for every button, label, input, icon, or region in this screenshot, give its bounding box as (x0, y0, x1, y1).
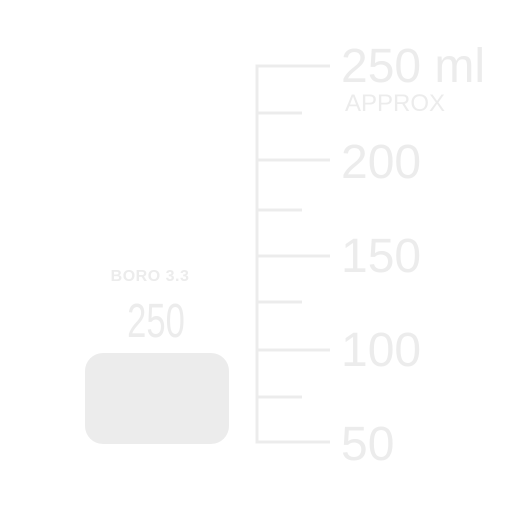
scale-label-100: 100 (341, 324, 421, 377)
scale-label-200: 200 (341, 136, 421, 189)
scale-label-50: 50 (341, 418, 394, 471)
scale-label-150: 150 (341, 230, 421, 283)
scale-label-250: 250 ml (341, 40, 485, 93)
approx-label: APPROX (345, 90, 445, 117)
